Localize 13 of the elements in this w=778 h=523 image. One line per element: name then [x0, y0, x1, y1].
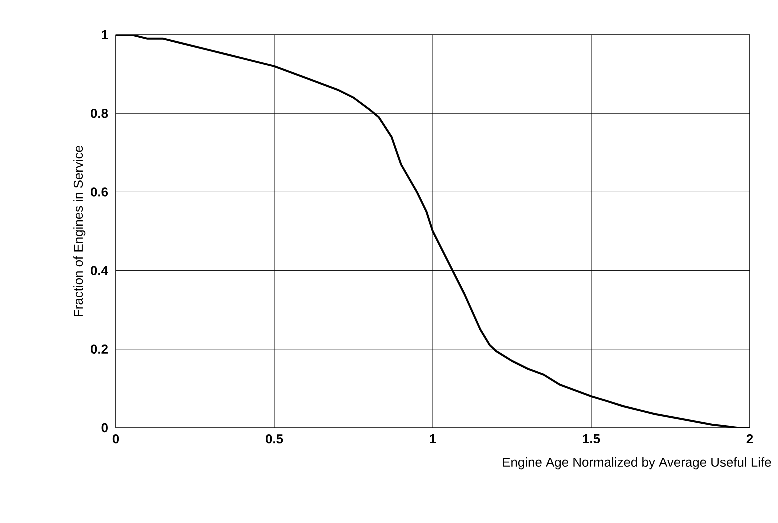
y-tick-label: 0.6 — [91, 188, 108, 197]
x-tick-label: 0 — [112, 434, 120, 444]
x-tick-label: 2 — [746, 434, 754, 444]
x-tick-label: 1 — [430, 434, 436, 444]
y-tick-label: 1 — [102, 30, 108, 40]
x-axis-title: Engine Age Normalized by Average Useful Life — [503, 458, 772, 470]
y-tick-label: 0.2 — [91, 344, 108, 354]
y-tick-label: 0.8 — [91, 109, 108, 118]
y-axis-title: Fraction of Engines in Service — [74, 146, 86, 316]
y-tick-label: 0.4 — [91, 266, 108, 276]
y-tick-label: 0 — [102, 423, 108, 433]
x-tick-label: 0.5 — [266, 434, 284, 444]
x-tick-label: 1.5 — [583, 434, 600, 444]
